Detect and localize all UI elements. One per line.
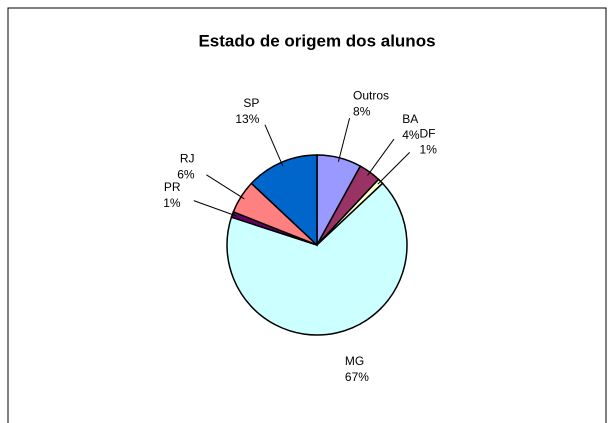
slice-value-label: 8% — [353, 105, 371, 119]
slice-label: BA — [402, 112, 418, 126]
chart-frame — [7, 7, 607, 423]
slice-value-label: 4% — [402, 128, 420, 142]
leader-line — [367, 138, 395, 176]
slice-value-label: 13% — [235, 112, 259, 126]
slice-label: SP — [243, 96, 259, 110]
slice-value-label: 1% — [420, 143, 438, 157]
leader-line — [377, 152, 410, 185]
leader-line — [264, 124, 284, 167]
slice-label: Outros — [353, 89, 389, 103]
slice-label: MG — [345, 354, 364, 368]
chart-title: Estado de origem dos alunos — [198, 31, 435, 50]
slice-label: DF — [420, 127, 436, 141]
leader-line — [337, 117, 351, 162]
slice-value-label: 1% — [163, 196, 181, 210]
leader-line — [206, 174, 245, 200]
leader-line — [193, 200, 237, 217]
slice-value-label: 6% — [177, 167, 195, 181]
pie-slice — [226, 182, 408, 336]
slice-label: RJ — [180, 151, 195, 165]
slice-value-label: 67% — [345, 370, 369, 384]
slice-label: PR — [164, 180, 181, 194]
